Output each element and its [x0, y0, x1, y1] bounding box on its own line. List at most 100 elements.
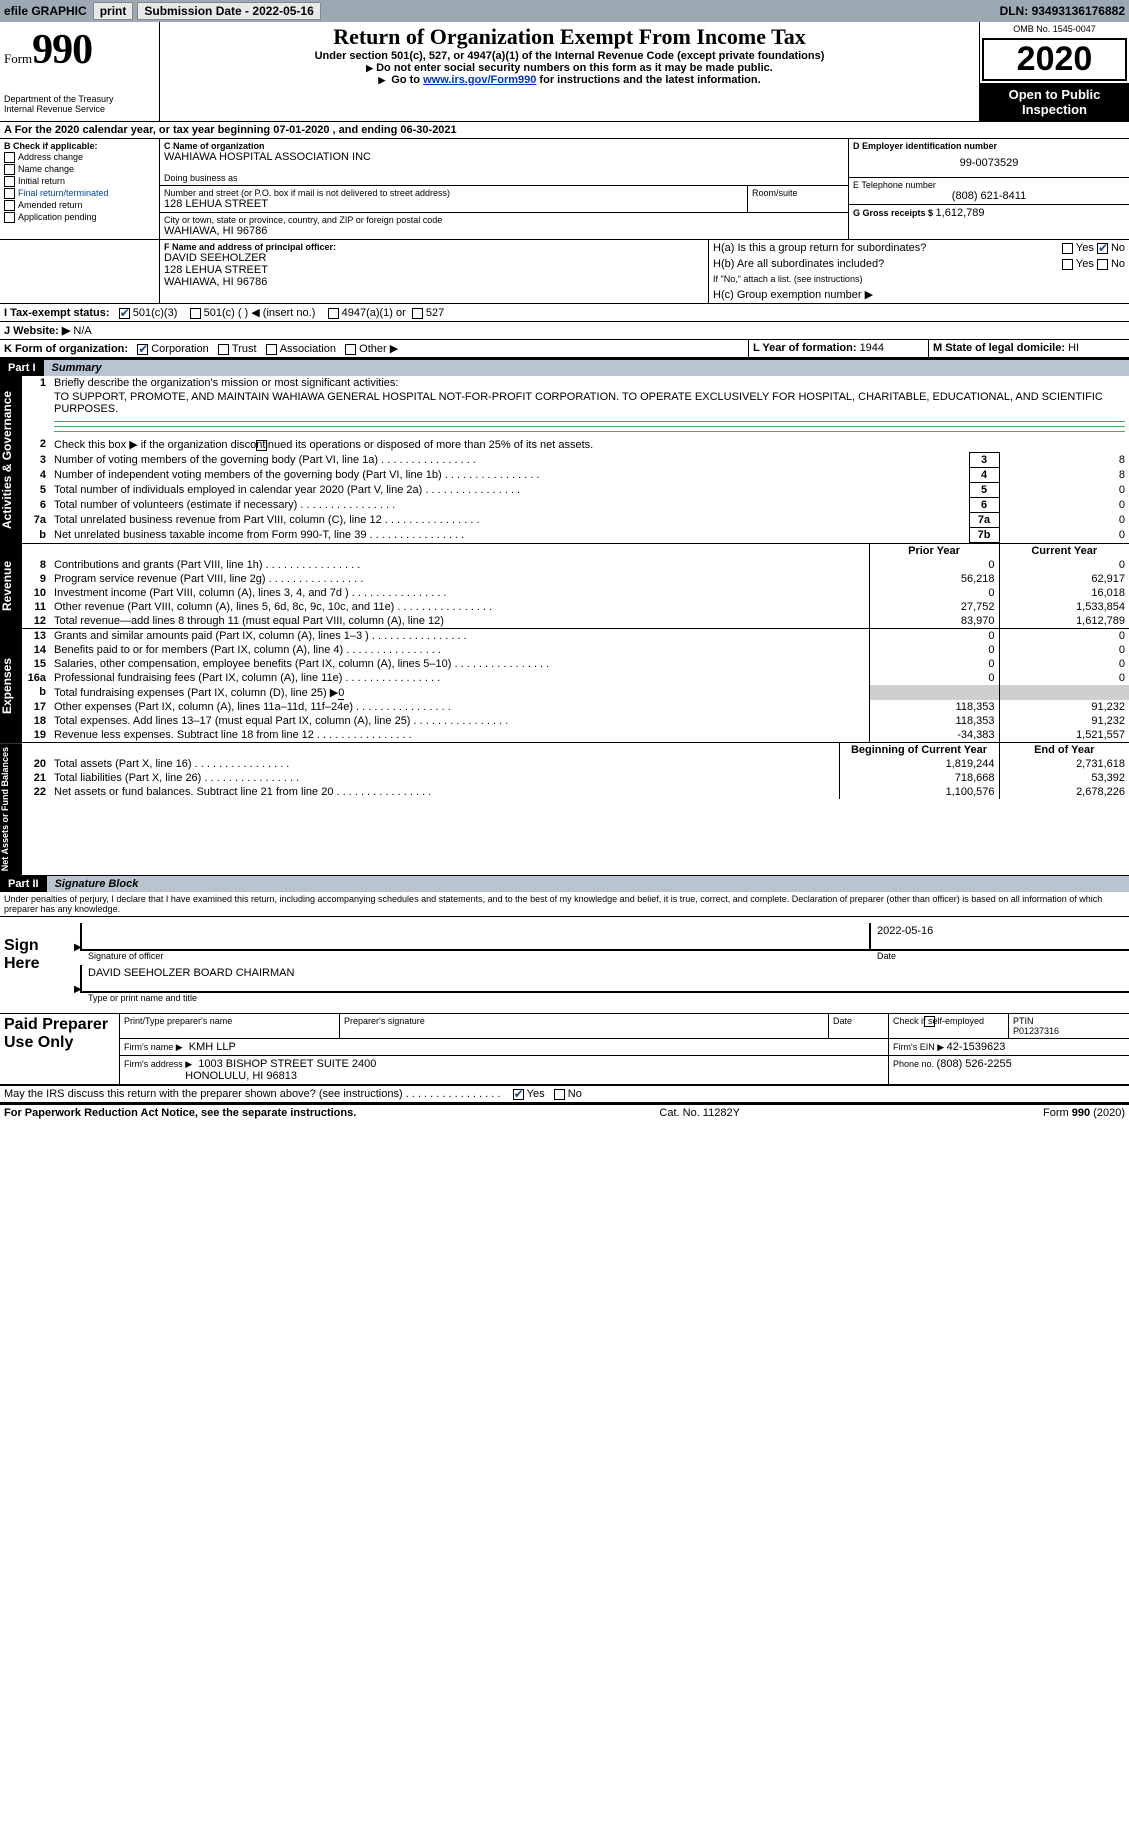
v7b: 0	[999, 528, 1129, 543]
typed-label: Type or print name and title	[88, 993, 197, 1003]
chk-final-return[interactable]	[4, 188, 15, 199]
p17: 118,353	[869, 700, 999, 714]
c17: 91,232	[999, 700, 1129, 714]
irs-label: Internal Revenue Service	[4, 104, 155, 114]
c16a: 0	[999, 671, 1129, 685]
chk-4947[interactable]	[328, 308, 339, 319]
p1-l14: Benefits paid to or for members (Part IX…	[50, 643, 869, 657]
ha-yes: Yes	[1076, 242, 1094, 254]
beg-hdr: Beginning of Current Year	[839, 743, 999, 757]
chk-ha-yes[interactable]	[1062, 243, 1073, 254]
dept-treasury: Department of the Treasury	[4, 94, 155, 104]
chk-initial-return[interactable]	[4, 176, 15, 187]
p9: 56,218	[869, 572, 999, 586]
c13: 0	[999, 629, 1129, 643]
chk-application-pending[interactable]	[4, 212, 15, 223]
goto-suffix: for instructions and the latest informat…	[536, 74, 760, 86]
p15: 0	[869, 657, 999, 671]
p1-l2-text: Check this box ▶ if the organization dis…	[54, 439, 593, 451]
city-label: City or town, state or province, country…	[164, 215, 844, 225]
chk-name-change[interactable]	[4, 164, 15, 175]
c9: 62,917	[999, 572, 1129, 586]
chk-corp[interactable]	[137, 344, 148, 355]
k-corp: Corporation	[151, 343, 208, 355]
chk-amended[interactable]	[4, 200, 15, 211]
current-hdr: Current Year	[999, 544, 1129, 558]
p16a: 0	[869, 671, 999, 685]
gross-receipts: 1,612,789	[936, 207, 985, 219]
chk-hb-yes[interactable]	[1062, 259, 1073, 270]
p1-l22: Net assets or fund balances. Subtract li…	[50, 785, 839, 799]
line-a: A For the 2020 calendar year, or tax yea…	[0, 122, 1129, 139]
self-label: Check if self-employed	[893, 1016, 984, 1026]
p1-l10: Investment income (Part VIII, column (A)…	[50, 586, 869, 600]
mission: TO SUPPORT, PROMOTE, AND MAINTAIN WAHIAW…	[50, 390, 1129, 416]
prior-hdr: Prior Year	[869, 544, 999, 558]
p1-line2: Check this box ▶ if the organization dis…	[50, 437, 1129, 453]
ein-value: 99-0073529	[853, 151, 1125, 175]
v6: 0	[999, 498, 1129, 513]
chk-501c3[interactable]	[119, 308, 130, 319]
declaration: Under penalties of perjury, I declare th…	[0, 892, 1129, 917]
revenue-section: Revenue Prior YearCurrent Year 8Contribu…	[0, 543, 1129, 628]
sign-here-label: Sign Here	[0, 917, 80, 1013]
b-header: B Check if applicable:	[4, 141, 155, 151]
chk-hb-no[interactable]	[1097, 259, 1108, 270]
e-label: E Telephone number	[853, 180, 1125, 190]
hb-no: No	[1111, 258, 1125, 270]
p1-l5: Total number of individuals employed in …	[50, 483, 969, 498]
c18: 91,232	[999, 714, 1129, 728]
org-name: WAHIAWA HOSPITAL ASSOCIATION INC	[164, 151, 844, 163]
chk-501c[interactable]	[190, 308, 201, 319]
chk-527[interactable]	[412, 308, 423, 319]
print-button[interactable]: print	[93, 2, 134, 20]
part2-title: Signature Block	[47, 876, 1129, 892]
f-label: F Name and address of principal officer:	[164, 242, 704, 252]
c19: 1,521,557	[999, 728, 1129, 742]
firmein-label: Firm's EIN ▶	[893, 1042, 947, 1052]
dln: DLN: 93493136176882	[996, 4, 1129, 18]
dba-label: Doing business as	[164, 173, 844, 183]
p1-l6: Total number of volunteers (estimate if …	[50, 498, 969, 513]
room-label: Room/suite	[752, 188, 844, 198]
j-label: J Website: ▶	[4, 325, 70, 337]
sig-date-label: Date	[877, 951, 896, 961]
chk-other[interactable]	[345, 344, 356, 355]
p11: 27,752	[869, 600, 999, 614]
part1-num: Part I	[0, 360, 44, 376]
discuss-text: May the IRS discuss this return with the…	[4, 1088, 500, 1100]
chk-discuss-no[interactable]	[554, 1089, 565, 1100]
l16b-text: Total fundraising expenses (Part IX, col…	[54, 687, 338, 699]
sectcol-gov: Activities & Governance	[0, 376, 22, 543]
p1-l21: Total liabilities (Part X, line 26)	[50, 771, 839, 785]
linea-prefix: A For the 2020 calendar year, or tax yea…	[4, 124, 273, 136]
goto-prefix: Go to	[391, 74, 423, 86]
i-label: I Tax-exempt status:	[4, 307, 110, 319]
firmaddr2: HONOLULU, HI 96813	[185, 1070, 297, 1082]
b-amend: Amended return	[18, 200, 83, 210]
f-h-block: F Name and address of principal officer:…	[0, 240, 1129, 304]
line-i: I Tax-exempt status: 501(c)(3) 501(c) ( …	[0, 304, 1129, 322]
form-subtitle-3: Go to www.irs.gov/Form990 for instructio…	[166, 74, 973, 86]
chk-address-change[interactable]	[4, 152, 15, 163]
chk-discontinued[interactable]	[256, 440, 267, 451]
chk-trust[interactable]	[218, 344, 229, 355]
footer-form: Form 990 (2020)	[1043, 1107, 1125, 1119]
chk-discuss-yes[interactable]	[513, 1089, 524, 1100]
p1-l15: Salaries, other compensation, employee b…	[50, 657, 869, 671]
c8: 0	[999, 558, 1129, 572]
form990-link[interactable]: www.irs.gov/Form990	[423, 74, 536, 86]
hb-yes: Yes	[1076, 258, 1094, 270]
chk-self-employed[interactable]	[924, 1016, 935, 1027]
sign-here-block: Sign Here ▶ Signature of officer 2022-05…	[0, 917, 1129, 1014]
form-header: Form990 Department of the Treasury Inter…	[0, 22, 1129, 122]
c14: 0	[999, 643, 1129, 657]
form-subtitle-1: Under section 501(c), 527, or 4947(a)(1)…	[166, 50, 973, 62]
i-527: 527	[426, 307, 444, 319]
c12: 1,612,789	[999, 614, 1129, 628]
chk-ha-no[interactable]	[1097, 243, 1108, 254]
k-other: Other ▶	[359, 343, 398, 355]
website-value: N/A	[73, 325, 91, 337]
chk-assoc[interactable]	[266, 344, 277, 355]
p1-l13: Grants and similar amounts paid (Part IX…	[50, 629, 869, 643]
